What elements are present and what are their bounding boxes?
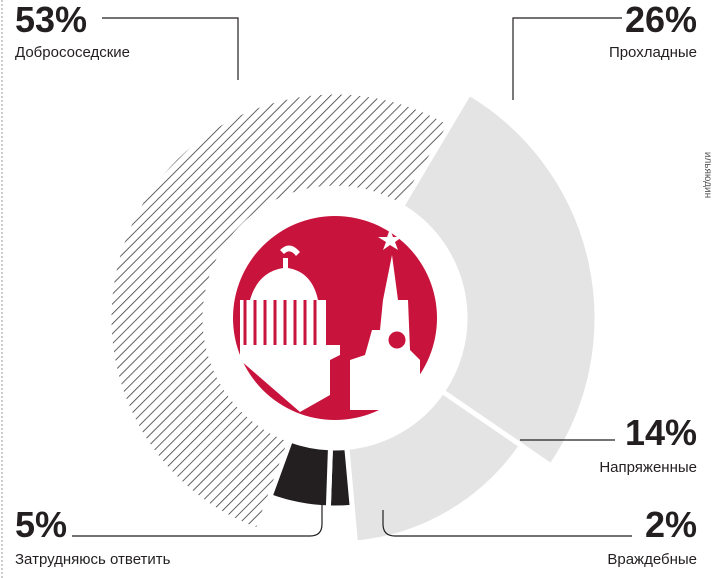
value-label: 14% — [625, 412, 697, 453]
credit: ильяюдин — [702, 152, 712, 198]
center-emblem — [205, 188, 465, 448]
category-label: Враждебные — [607, 551, 697, 568]
category-label: Напряженные — [599, 459, 697, 476]
value-label: 26% — [625, 0, 697, 40]
value-label: 2% — [645, 504, 697, 545]
category-label: Прохладные — [609, 44, 697, 61]
category-label: Добрососедские — [15, 44, 130, 61]
leader-line — [72, 505, 322, 536]
chart: 53% Добрососедские 26% Прохладные 14% Напряже… — [0, 0, 712, 578]
value-label: 5% — [15, 504, 67, 545]
leader-line — [513, 18, 622, 100]
category-label: Затрудняюсь ответить — [15, 551, 171, 568]
value-label: 53% — [15, 0, 87, 40]
